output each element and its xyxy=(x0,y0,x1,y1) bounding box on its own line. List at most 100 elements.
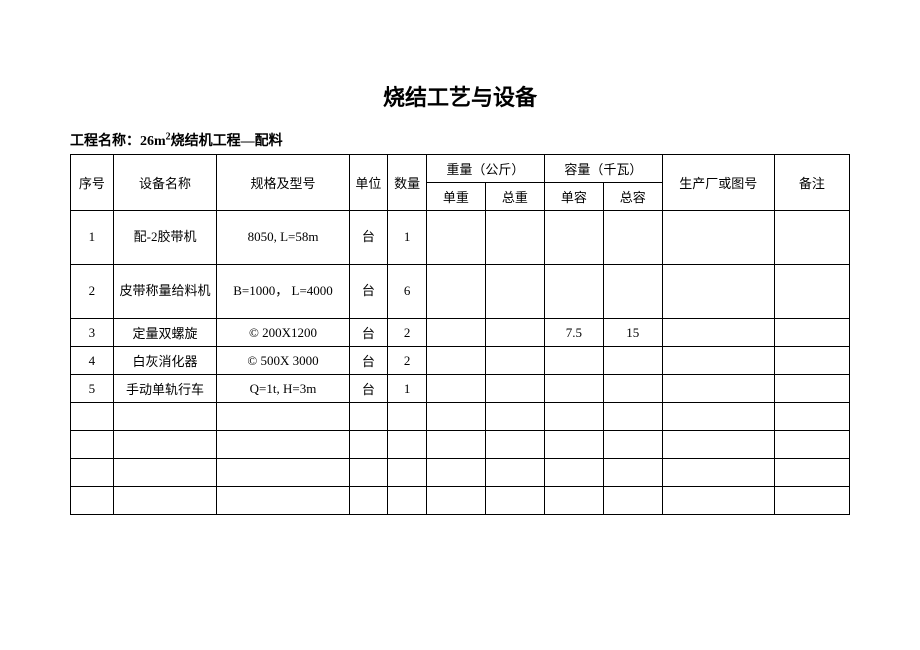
cell-tw xyxy=(485,487,544,515)
cell-unit: 台 xyxy=(349,265,388,319)
table-row: 2 皮带称量给料机 B=1000， L=4000 台 6 xyxy=(71,265,850,319)
cell-uc xyxy=(544,403,603,431)
cell-uw xyxy=(426,375,485,403)
cell-mfg xyxy=(662,403,774,431)
th-unit: 单位 xyxy=(349,155,388,211)
cell-qty xyxy=(388,487,427,515)
table-row: 4 白灰消化器 © 500X 3000 台 2 xyxy=(71,347,850,375)
cell-note xyxy=(774,319,849,347)
cell-spec: 8050, L=58m xyxy=(217,211,349,265)
cell-unit xyxy=(349,431,388,459)
table-row xyxy=(71,459,850,487)
cell-spec: © 500X 3000 xyxy=(217,347,349,375)
th-mfg: 生产厂或图号 xyxy=(662,155,774,211)
cell-tc xyxy=(603,347,662,375)
cell-name xyxy=(113,431,217,459)
cell-tc: 15 xyxy=(603,319,662,347)
cell-uc xyxy=(544,347,603,375)
th-unit-capacity: 单容 xyxy=(544,183,603,211)
cell-mfg xyxy=(662,265,774,319)
cell-qty: 2 xyxy=(388,319,427,347)
cell-unit: 台 xyxy=(349,375,388,403)
cell-qty xyxy=(388,459,427,487)
cell-tw xyxy=(485,403,544,431)
cell-tc xyxy=(603,403,662,431)
cell-note xyxy=(774,403,849,431)
cell-spec: Q=1t, H=3m xyxy=(217,375,349,403)
cell-tc xyxy=(603,375,662,403)
cell-spec xyxy=(217,431,349,459)
subtitle-prefix: 工程名称：26m xyxy=(70,134,166,149)
cell-unit xyxy=(349,403,388,431)
header-row-1: 序号 设备名称 规格及型号 单位 数量 重量（公斤） 容量（千瓦） 生产厂或图号… xyxy=(71,155,850,183)
cell-note xyxy=(774,265,849,319)
table-row: 5 手动单轨行车 Q=1t, H=3m 台 1 xyxy=(71,375,850,403)
cell-uw xyxy=(426,265,485,319)
cell-tc xyxy=(603,211,662,265)
cell-uc xyxy=(544,459,603,487)
cell-seq xyxy=(71,403,114,431)
cell-qty xyxy=(388,403,427,431)
cell-tw xyxy=(485,375,544,403)
project-name: 工程名称：26m2烧结机工程—配料 xyxy=(70,130,850,150)
cell-tc xyxy=(603,487,662,515)
cell-note xyxy=(774,487,849,515)
cell-tc xyxy=(603,431,662,459)
page-title: 烧结工艺与设备 xyxy=(70,80,850,112)
cell-uw xyxy=(426,487,485,515)
cell-uc xyxy=(544,211,603,265)
table-row: 3 定量双螺旋 © 200X1200 台 2 7.5 15 xyxy=(71,319,850,347)
cell-qty: 1 xyxy=(388,211,427,265)
cell-seq: 2 xyxy=(71,265,114,319)
cell-seq: 1 xyxy=(71,211,114,265)
table-row xyxy=(71,403,850,431)
cell-uc xyxy=(544,375,603,403)
cell-spec xyxy=(217,487,349,515)
cell-qty: 1 xyxy=(388,375,427,403)
equipment-table: 序号 设备名称 规格及型号 单位 数量 重量（公斤） 容量（千瓦） 生产厂或图号… xyxy=(70,154,850,515)
cell-tc xyxy=(603,265,662,319)
cell-qty: 6 xyxy=(388,265,427,319)
th-note: 备注 xyxy=(774,155,849,211)
cell-tw xyxy=(485,265,544,319)
cell-mfg xyxy=(662,487,774,515)
table-row xyxy=(71,431,850,459)
cell-uw xyxy=(426,459,485,487)
cell-unit xyxy=(349,459,388,487)
cell-name xyxy=(113,403,217,431)
cell-mfg xyxy=(662,459,774,487)
cell-unit: 台 xyxy=(349,211,388,265)
th-total-weight: 总重 xyxy=(485,183,544,211)
cell-name xyxy=(113,459,217,487)
cell-seq: 4 xyxy=(71,347,114,375)
cell-tw xyxy=(485,319,544,347)
cell-uw xyxy=(426,403,485,431)
subtitle-suffix: 烧结机工程—配料 xyxy=(171,134,283,149)
cell-note xyxy=(774,431,849,459)
table-row xyxy=(71,487,850,515)
cell-tw xyxy=(485,347,544,375)
cell-tw xyxy=(485,211,544,265)
th-name: 设备名称 xyxy=(113,155,217,211)
th-unit-weight: 单重 xyxy=(426,183,485,211)
cell-unit: 台 xyxy=(349,319,388,347)
cell-uw xyxy=(426,319,485,347)
th-qty: 数量 xyxy=(388,155,427,211)
cell-uc xyxy=(544,431,603,459)
table-row: 1 配-2胶带机 8050, L=58m 台 1 xyxy=(71,211,850,265)
cell-uc xyxy=(544,265,603,319)
cell-seq: 3 xyxy=(71,319,114,347)
cell-seq xyxy=(71,459,114,487)
cell-note xyxy=(774,211,849,265)
cell-name: 皮带称量给料机 xyxy=(113,265,217,319)
cell-seq xyxy=(71,431,114,459)
cell-qty xyxy=(388,431,427,459)
cell-spec: © 200X1200 xyxy=(217,319,349,347)
cell-name: 白灰消化器 xyxy=(113,347,217,375)
th-capacity: 容量（千瓦） xyxy=(544,155,662,183)
cell-note xyxy=(774,375,849,403)
cell-mfg xyxy=(662,319,774,347)
cell-seq xyxy=(71,487,114,515)
th-total-capacity: 总容 xyxy=(603,183,662,211)
cell-mfg xyxy=(662,375,774,403)
